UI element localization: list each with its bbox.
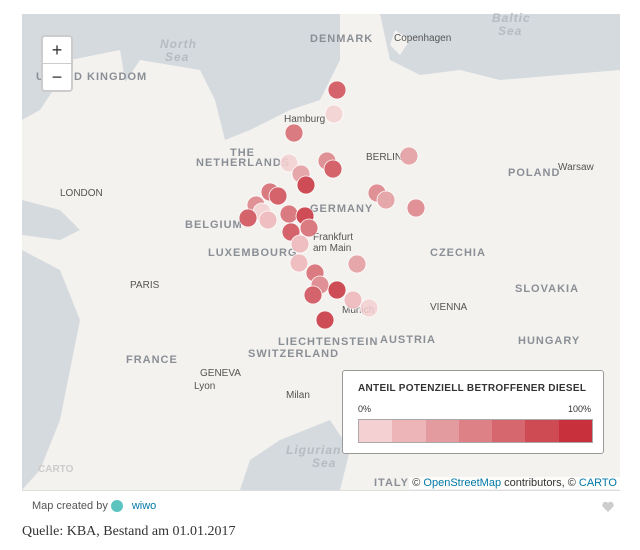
country-label: POLAND	[508, 167, 560, 179]
marker[interactable]	[327, 280, 347, 300]
city-label: Hamburg	[284, 114, 325, 125]
marker[interactable]	[376, 190, 396, 210]
city-label: BERLIN	[366, 152, 402, 163]
sea-label: Sea	[165, 50, 189, 64]
created-by: Map created by	[32, 500, 108, 512]
country-label: HUNGARY	[518, 335, 580, 347]
country-label: THE	[230, 147, 255, 159]
country-label: CZECHIA	[430, 247, 486, 259]
city-label: Copenhagen	[394, 33, 451, 44]
city-label: VIENNA	[430, 302, 468, 313]
attribution-text: contributors, ©	[504, 477, 576, 489]
country-label: FRANCE	[126, 354, 178, 366]
sea-label: North	[160, 37, 197, 51]
marker[interactable]	[343, 290, 363, 310]
legend-min: 0%	[358, 404, 372, 414]
marker[interactable]	[258, 210, 278, 230]
sea	[22, 14, 620, 490]
city-label: Milan	[286, 390, 310, 401]
footer: Map created by wiwo	[32, 500, 156, 512]
country-label: NETHERLANDS	[196, 157, 290, 169]
country-label: AUSTRIA	[380, 334, 436, 346]
marker[interactable]	[284, 123, 304, 143]
zoom-out[interactable]: −	[51, 67, 63, 87]
marker[interactable]	[324, 104, 344, 124]
marker[interactable]	[347, 254, 367, 274]
osm-link[interactable]: OpenStreetMap	[423, 477, 502, 489]
marker[interactable]	[268, 186, 288, 206]
marker[interactable]	[299, 218, 319, 238]
brand-link[interactable]: wiwo	[131, 500, 157, 512]
city-label: Frankfurt	[313, 232, 353, 243]
sea-label: Sea	[498, 24, 522, 38]
like-icon[interactable]	[602, 501, 614, 512]
legend-max: 100%	[567, 404, 591, 414]
marker[interactable]	[359, 298, 379, 318]
zoom-control: + −	[41, 35, 73, 92]
country-label: ITALY	[374, 477, 409, 489]
legend-title: ANTEIL POTENZIELL BETROFFENER DIESEL	[358, 383, 587, 394]
marker[interactable]	[323, 159, 343, 179]
marker[interactable]	[315, 310, 335, 330]
land-detail	[70, 14, 410, 200]
country-label: SLOVAKIA	[515, 283, 579, 295]
country-label: LIECHTENSTEIN	[278, 336, 378, 348]
country-label: GERMANY	[310, 203, 373, 215]
marker[interactable]	[406, 198, 426, 218]
country-label: SWITZERLAND	[248, 348, 339, 360]
country-label: DENMARK	[310, 33, 373, 45]
marker[interactable]	[289, 253, 309, 273]
country-label: LUXEMBOURG	[208, 247, 297, 259]
marker[interactable]	[238, 208, 258, 228]
brand-icon	[111, 500, 123, 512]
marker[interactable]	[279, 204, 299, 224]
legend: ANTEIL POTENZIELL BETROFFENER DIESEL 0% …	[342, 370, 604, 454]
marker[interactable]	[296, 175, 316, 195]
city-label: LONDON	[60, 188, 103, 199]
city-label: am Main	[313, 243, 351, 254]
marker[interactable]	[399, 146, 419, 166]
country-label: BELGIUM	[185, 219, 243, 231]
carto-logo: CARTO	[38, 464, 74, 475]
sea-label: Sea	[312, 456, 336, 470]
sea-label: Baltic	[492, 11, 531, 25]
city-label: PARIS	[130, 280, 160, 291]
carto-link[interactable]: CARTO	[578, 477, 617, 489]
sea-label: Ligurian	[286, 443, 341, 457]
city-label: Warsaw	[558, 162, 595, 173]
marker[interactable]	[290, 234, 310, 254]
city-label: Munich	[342, 305, 374, 316]
zoom-in[interactable]: +	[43, 37, 71, 64]
legend-scale	[358, 419, 593, 443]
attribution-text: ©	[412, 477, 421, 489]
source: Quelle: KBA, Bestand am 01.01.2017	[22, 524, 236, 539]
marker[interactable]	[279, 153, 299, 173]
marker[interactable]	[303, 285, 323, 305]
city-label: GENEVA	[200, 368, 241, 379]
markers	[238, 80, 426, 330]
marker[interactable]	[327, 80, 347, 100]
attribution: © OpenStreetMap contributors, © CARTO	[409, 477, 620, 489]
city-label: Lyon	[194, 381, 215, 392]
